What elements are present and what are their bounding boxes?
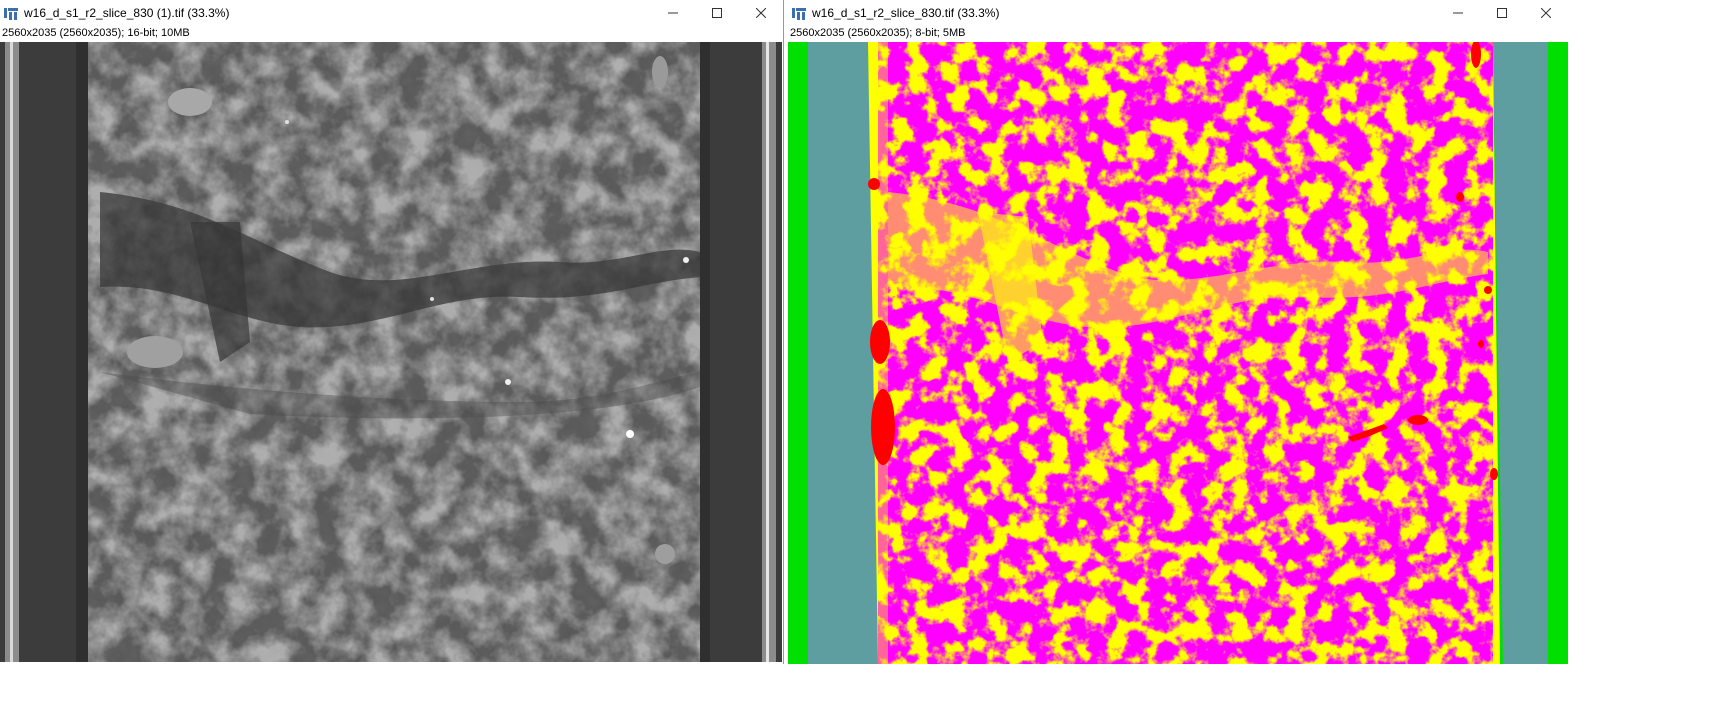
window-title: w16_d_s1_r2_slice_830.tif (33.3%) <box>812 6 1000 20</box>
close-icon <box>1541 8 1551 18</box>
image-canvas-grayscale[interactable] <box>0 42 783 664</box>
maximize-icon <box>712 8 722 18</box>
segmented-label-image <box>788 42 1568 664</box>
close-button[interactable] <box>739 0 783 26</box>
imagej-icon <box>792 6 806 20</box>
imagej-icon <box>4 6 18 20</box>
close-icon <box>756 8 766 18</box>
title-bar[interactable]: w16_d_s1_r2_slice_830 (1).tif (33.3%) <box>0 0 783 26</box>
image-canvas-segmented[interactable] <box>788 42 1568 664</box>
window-title: w16_d_s1_r2_slice_830 (1).tif (33.3%) <box>24 6 230 20</box>
minimize-button[interactable] <box>651 0 695 26</box>
minimize-button[interactable] <box>1436 0 1480 26</box>
image-info: 2560x2035 (2560x2035); 16-bit; 10MB <box>2 27 190 39</box>
minimize-icon <box>668 12 678 14</box>
image-info: 2560x2035 (2560x2035); 8-bit; 5MB <box>790 27 966 39</box>
image-window-grayscale[interactable]: w16_d_s1_r2_slice_830 (1).tif (33.3%) 25… <box>0 0 784 664</box>
maximize-icon <box>1497 8 1507 18</box>
close-button[interactable] <box>1524 0 1568 26</box>
minimize-icon <box>1453 12 1463 14</box>
maximize-button[interactable] <box>1480 0 1524 26</box>
title-bar[interactable]: w16_d_s1_r2_slice_830.tif (33.3%) <box>788 0 1568 26</box>
image-window-segmented[interactable]: w16_d_s1_r2_slice_830.tif (33.3%) 2560x2… <box>788 0 1568 664</box>
maximize-button[interactable] <box>695 0 739 26</box>
ct-slice-image <box>0 42 782 662</box>
